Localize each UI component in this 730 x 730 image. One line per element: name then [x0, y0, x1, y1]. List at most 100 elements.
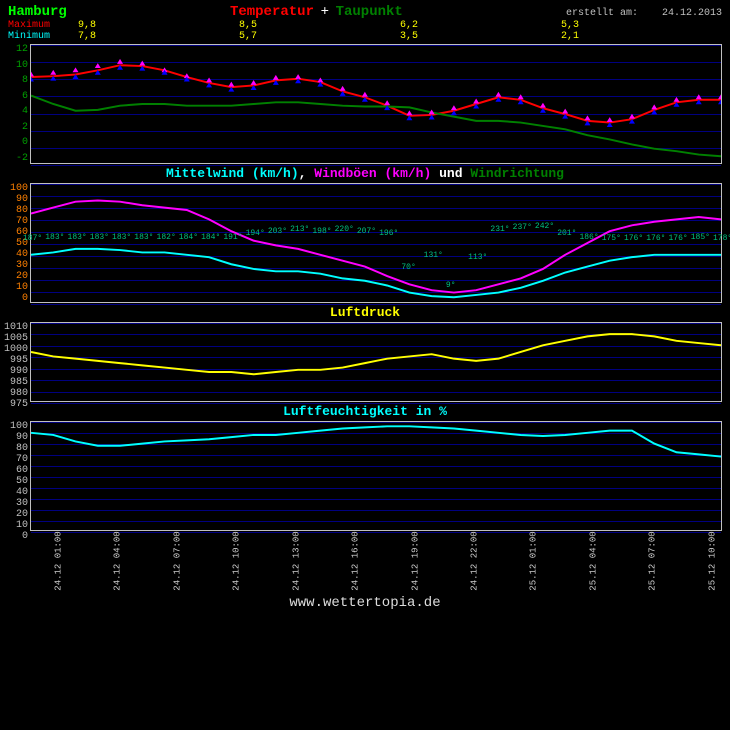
y-tick: 80	[4, 205, 28, 216]
marker-pink	[562, 109, 568, 114]
wind-dir-label: 176°	[646, 234, 665, 243]
y-tick: 70	[4, 216, 28, 227]
wind-dir-label: 183°	[90, 233, 109, 242]
x-tick: 25.12 10:00	[683, 531, 730, 590]
y-tick: 8	[4, 75, 28, 86]
max-v0: 9,8	[78, 20, 239, 31]
y-tick: 1000	[4, 344, 28, 355]
y-tick: 0	[4, 531, 28, 542]
y-tick: 10	[4, 60, 28, 71]
y-tick: 90	[4, 432, 28, 443]
x-tick: 25.12 07:00	[624, 531, 684, 590]
marker-pink	[317, 77, 323, 82]
wind-dir-label: 242°	[535, 222, 554, 231]
marker-pink	[31, 72, 34, 77]
y-tick: 975	[4, 399, 28, 410]
x-tick: 25.12 04:00	[565, 531, 625, 590]
wind-dir-label: 113°	[468, 253, 487, 262]
wind-dir-label: 183°	[68, 233, 87, 242]
x-tick: 24.12 01:00	[30, 531, 90, 590]
section-title: Luftdruck	[0, 303, 730, 322]
y-tick: 20	[4, 509, 28, 520]
x-tick: 25.12 01:00	[505, 531, 565, 590]
y-tick: 60	[4, 465, 28, 476]
marker-pink	[473, 99, 479, 104]
y-tick: 995	[4, 355, 28, 366]
y-tick: 980	[4, 388, 28, 399]
y-tick: 90	[4, 194, 28, 205]
wind-dir-label: 201°	[557, 229, 576, 238]
x-tick: 24.12 19:00	[386, 531, 446, 590]
marker-pink	[340, 86, 346, 91]
y-axis: 121086420-2	[4, 44, 30, 164]
wind-dir-label: 183°	[45, 233, 64, 242]
y-tick: 70	[4, 454, 28, 465]
wind-dir-label: 191°	[223, 233, 242, 242]
y-tick: 40	[4, 487, 28, 498]
marker-pink	[495, 92, 501, 97]
marker-pink	[696, 94, 702, 99]
marker-pink	[73, 67, 79, 72]
y-tick: -2	[4, 153, 28, 164]
marker-pink	[384, 100, 390, 105]
wind-dir-label: 194°	[246, 229, 265, 238]
wind-dir-label: 131°	[424, 251, 443, 260]
max-v2: 6,2	[400, 20, 561, 31]
wind-dir-label: 183°	[112, 233, 131, 242]
wind-dir-label: 178°	[713, 234, 730, 243]
plot-area	[30, 44, 722, 164]
plot-area: 187°183°183°183°183°183°182°184°184°191°…	[30, 183, 722, 303]
min-v0: 7,8	[78, 31, 239, 42]
wind-dir-label: 176°	[668, 234, 687, 243]
wind-dir-label: 220°	[335, 225, 354, 234]
created-box: erstellt am: 24.12.2013	[566, 8, 722, 19]
wind-dir-label: 198°	[312, 227, 331, 236]
series-gust	[31, 201, 721, 293]
y-tick: 30	[4, 498, 28, 509]
marker-pink	[584, 115, 590, 120]
plus: +	[321, 4, 329, 20]
wind-dir-label: 231°	[490, 225, 509, 234]
y-tick: 12	[4, 44, 28, 55]
y-tick: 10	[4, 520, 28, 531]
marker-pink	[540, 103, 546, 108]
y-tick: 100	[4, 183, 28, 194]
marker-pink	[718, 94, 721, 99]
marker-pink	[518, 94, 524, 99]
y-tick: 6	[4, 91, 28, 102]
x-tick: 24.12 04:00	[89, 531, 149, 590]
section-title: Luftfeuchtigkeit in %	[0, 402, 730, 421]
footer: www.wettertopia.de	[0, 591, 730, 615]
series-hum	[31, 426, 721, 456]
y-tick: 2	[4, 122, 28, 133]
x-tick: 24.12 22:00	[446, 531, 506, 590]
y-tick: 4	[4, 106, 28, 117]
marker-pink	[362, 92, 368, 97]
y-tick: 990	[4, 366, 28, 377]
y-tick: 1010	[4, 322, 28, 333]
marker-pink	[251, 80, 257, 85]
marker-pink	[406, 110, 412, 115]
wind-dir-label: 187°	[23, 234, 42, 243]
temp-title: Temperatur	[230, 4, 314, 20]
marker-pink	[206, 77, 212, 82]
min-v2: 3,5	[400, 31, 561, 42]
y-tick: 0	[4, 293, 28, 304]
marker-pink	[95, 63, 101, 68]
max-label: Maximum	[8, 20, 78, 31]
y-tick: 50	[4, 476, 28, 487]
wind-dir-label: 183°	[134, 233, 153, 242]
wind-dir-label: 196°	[379, 229, 398, 238]
marker-pink	[451, 105, 457, 110]
wind-dir-label: 175°	[602, 234, 621, 243]
wind-dir-label: 203°	[268, 227, 287, 236]
x-tick: 24.12 07:00	[149, 531, 209, 590]
section-title: Mittelwind (km/h), Windböen (km/h) und W…	[0, 164, 730, 183]
marker-pink	[607, 117, 613, 122]
marker-pink	[295, 74, 301, 79]
plot-area	[30, 322, 722, 402]
wind-dir-label: 184°	[179, 233, 198, 242]
plot-area	[30, 421, 722, 531]
wind-dir-label: 176°	[624, 234, 643, 243]
marker-pink	[673, 97, 679, 102]
